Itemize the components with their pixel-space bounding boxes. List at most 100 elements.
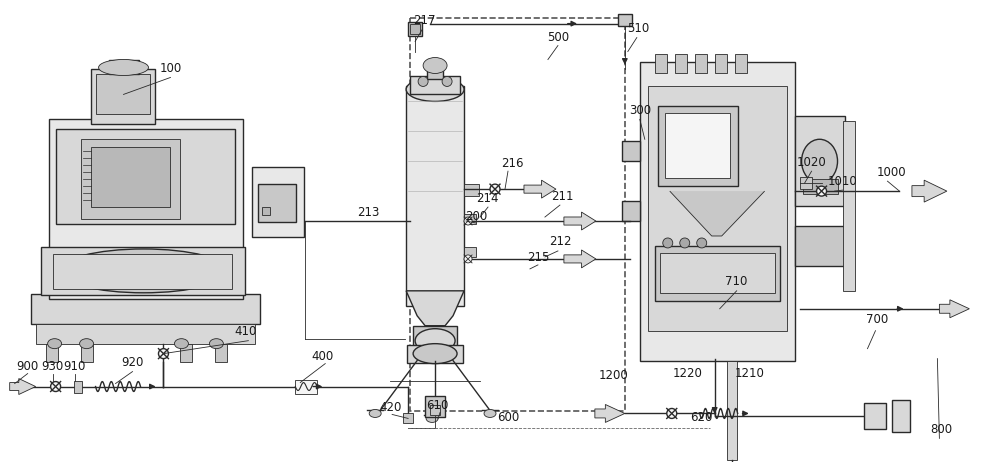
Bar (464, 214, 476, 225)
Bar (795, 226, 845, 266)
Polygon shape (670, 192, 765, 237)
Ellipse shape (209, 339, 223, 349)
Text: 700: 700 (866, 313, 889, 325)
Bar (180, 344, 192, 362)
Ellipse shape (369, 410, 381, 418)
Ellipse shape (406, 78, 464, 102)
Polygon shape (939, 300, 969, 318)
Circle shape (464, 218, 472, 225)
Text: 510: 510 (627, 22, 649, 35)
Text: 216: 216 (501, 156, 523, 169)
Ellipse shape (80, 339, 94, 349)
Bar (46, 344, 58, 362)
Text: 300: 300 (629, 104, 651, 117)
Text: 1010: 1010 (828, 174, 857, 187)
Bar (622, 202, 640, 222)
Bar (31, 294, 260, 324)
Bar (640, 63, 795, 361)
Text: 200: 200 (465, 209, 487, 222)
Polygon shape (912, 181, 947, 203)
Ellipse shape (802, 140, 838, 184)
Text: 1000: 1000 (877, 165, 906, 178)
Ellipse shape (423, 58, 447, 75)
Bar (53, 254, 232, 289)
Bar (622, 142, 640, 162)
Bar (735, 55, 747, 75)
Bar (91, 70, 155, 125)
Text: 217: 217 (413, 14, 435, 27)
Polygon shape (524, 181, 556, 199)
Bar (403, 413, 413, 424)
Bar (407, 345, 463, 363)
Ellipse shape (426, 414, 438, 423)
Bar (665, 114, 730, 179)
Circle shape (158, 349, 168, 359)
Bar (655, 246, 780, 301)
Text: 400: 400 (311, 350, 333, 363)
Ellipse shape (680, 238, 690, 249)
Bar (648, 87, 787, 331)
Polygon shape (564, 250, 596, 269)
Circle shape (490, 185, 500, 194)
Text: 1220: 1220 (673, 366, 703, 379)
Bar (660, 253, 775, 293)
Bar (658, 107, 738, 187)
Text: 410: 410 (234, 325, 257, 338)
Bar (81, 344, 93, 362)
Bar (464, 185, 479, 197)
Polygon shape (406, 291, 464, 326)
Bar (262, 207, 270, 216)
Circle shape (51, 382, 61, 392)
Text: 930: 930 (41, 359, 64, 372)
Text: 910: 910 (63, 359, 86, 372)
Text: 600: 600 (497, 410, 519, 423)
Ellipse shape (418, 77, 428, 87)
Bar (892, 400, 910, 432)
Text: 1020: 1020 (797, 156, 826, 169)
Text: 420: 420 (379, 400, 401, 413)
Bar (675, 55, 687, 75)
Bar (74, 381, 82, 393)
Text: 920: 920 (121, 355, 144, 368)
Ellipse shape (697, 238, 707, 249)
Bar (56, 130, 235, 225)
Text: 100: 100 (159, 62, 182, 75)
Bar (408, 23, 422, 37)
Ellipse shape (442, 77, 452, 87)
Polygon shape (595, 405, 625, 423)
Bar (49, 120, 243, 299)
Text: 710: 710 (725, 275, 748, 288)
Ellipse shape (663, 238, 673, 249)
Bar (252, 168, 304, 238)
Bar (430, 406, 440, 416)
Bar (427, 64, 443, 80)
Bar (413, 326, 457, 351)
Bar (295, 380, 317, 394)
Bar (410, 25, 420, 35)
Bar (464, 247, 476, 257)
Bar (618, 15, 632, 26)
Bar (258, 185, 296, 223)
Text: 213: 213 (357, 205, 379, 218)
Bar (36, 324, 255, 344)
Ellipse shape (48, 339, 62, 349)
Bar (91, 148, 170, 207)
Bar (803, 180, 838, 194)
Bar (864, 404, 886, 430)
Ellipse shape (59, 250, 228, 293)
Bar (695, 55, 707, 75)
Bar (727, 361, 737, 460)
Ellipse shape (174, 339, 188, 349)
Bar (795, 117, 845, 206)
Text: 215: 215 (527, 251, 549, 264)
Bar (81, 140, 180, 219)
Text: 900: 900 (17, 359, 39, 372)
Polygon shape (10, 379, 36, 394)
Polygon shape (564, 213, 596, 231)
Text: 610: 610 (426, 398, 448, 411)
Bar (410, 77, 460, 95)
Bar (655, 55, 667, 75)
Text: 1210: 1210 (735, 366, 765, 379)
Bar (96, 75, 150, 115)
Bar (41, 247, 245, 295)
